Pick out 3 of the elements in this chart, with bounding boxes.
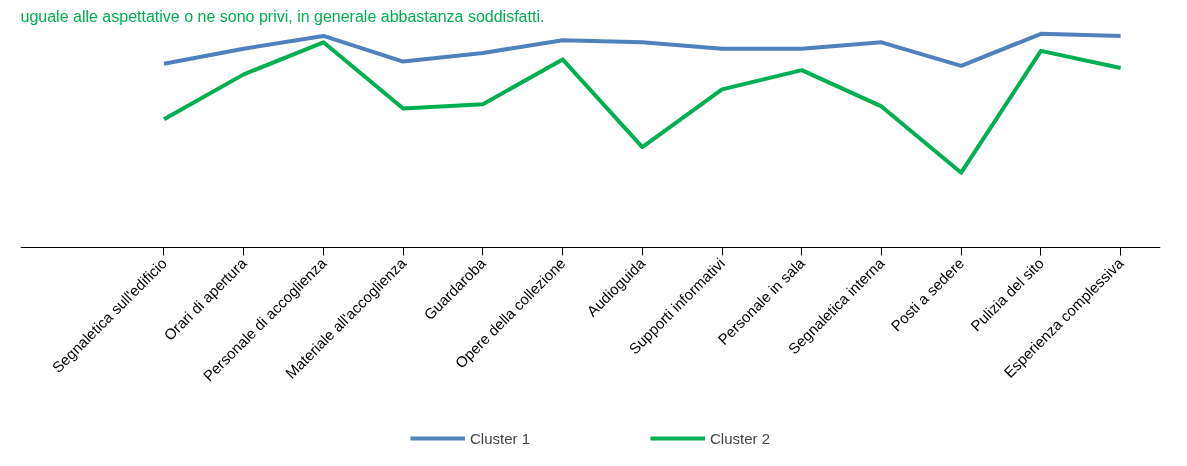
legend-label: Cluster 2 [710,429,771,447]
legend-label: Cluster 1 [469,429,530,447]
text: uguale alle aspettative o ne sono privi, in generale abbastanza soddisfatti. [20,7,545,25]
